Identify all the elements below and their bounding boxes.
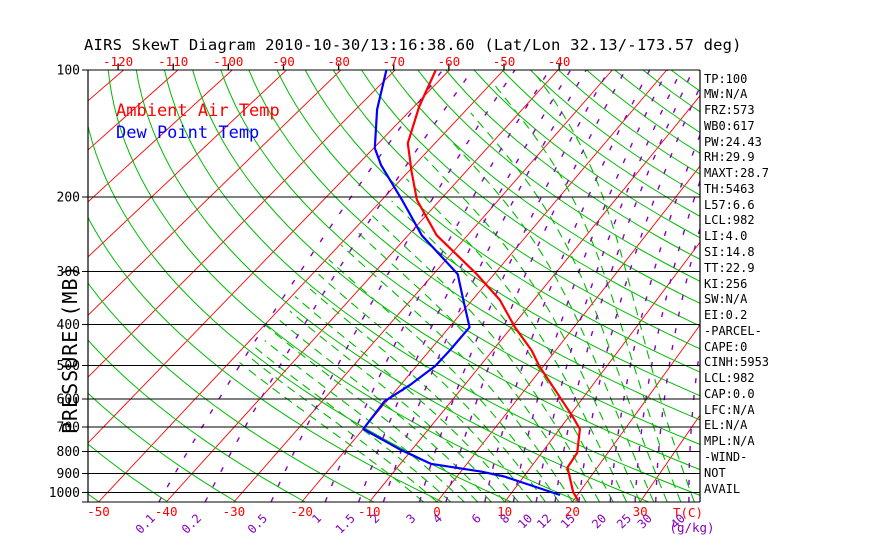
pressure-tick-label: 500: [57, 359, 80, 374]
stats-line: WB0:617: [704, 118, 755, 133]
mixing-ratio-tick-label: 6: [469, 511, 484, 526]
mixing-ratio-tick-label: 0.5: [245, 511, 270, 536]
temp-tick-label-top: -110: [158, 54, 188, 69]
stats-line: AVAIL: [704, 481, 741, 496]
temp-tick-label-top: -80: [327, 54, 350, 69]
temp-axis-unit-label: T(C): [673, 505, 703, 520]
sounding-curves: [362, 70, 582, 501]
temp-tick-label-bottom: -50: [87, 504, 110, 519]
stats-line: LCL:982: [704, 371, 755, 386]
temp-tick-label-bottom: 0: [433, 504, 441, 519]
mixing-ratio-unit-label: (g/kg): [669, 520, 714, 535]
temp-tick-label-top: -120: [103, 54, 133, 69]
stats-line: LFC:N/A: [704, 402, 755, 417]
mixing-ratio-tick-label: 1: [309, 511, 324, 526]
temp-tick-label-bottom: 30: [633, 504, 648, 519]
stats-line: -WIND-: [704, 449, 748, 464]
stats-line: MW:N/A: [704, 87, 748, 102]
legend-dew-point-temp: Dew Point Temp: [116, 123, 260, 143]
mixing-ratio-tick-label: 10: [515, 511, 535, 531]
stats-line: FRZ:573: [704, 103, 755, 118]
temp-tick-label-top: -50: [493, 54, 516, 69]
pressure-tick-label: 1000: [49, 486, 80, 501]
stats-line: CAPE:0: [704, 339, 748, 354]
pressure-tick-label: 800: [57, 445, 80, 460]
stats-line: LI:4.0: [704, 229, 748, 244]
stats-line: CAP:0.0: [704, 386, 755, 401]
stats-line: SI:14.8: [704, 244, 755, 259]
temp-tick-label-bottom: 20: [565, 504, 580, 519]
legend-ambient-air-temp: Ambient Air Temp: [116, 101, 280, 121]
isotherm-lines: [88, 70, 700, 502]
temp-tick-label-top: -40: [548, 54, 571, 69]
stats-line: TP:100: [704, 71, 748, 86]
temp-tick-label-top: -90: [272, 54, 295, 69]
mixing-ratio-tick-label: 25: [614, 511, 634, 531]
stats-line: KI:256: [704, 276, 748, 291]
stats-line: TT:22.9: [704, 260, 755, 275]
stats-line: -PARCEL-: [704, 323, 762, 338]
pressure-tick-label: 400: [57, 318, 80, 333]
stats-line: NOT: [704, 465, 726, 480]
temp-tick-label-top: -70: [382, 54, 405, 69]
mixing-ratio-tick-label: 0.2: [179, 511, 204, 536]
pressure-tick-label: 700: [57, 421, 80, 436]
mixing-ratio-tick-label: 3: [404, 511, 419, 526]
pressure-tick-label: 600: [57, 392, 80, 407]
temp-tick-label-top: -60: [438, 54, 461, 69]
temp-tick-label-top: -100: [213, 54, 243, 69]
mixing-ratio-tick-label: 12: [534, 511, 554, 531]
mixing-ratio-tick-label: 1.5: [333, 511, 358, 536]
stats-line: L57:6.6: [704, 197, 755, 212]
temp-tick-label-bottom: 10: [497, 504, 512, 519]
dew-point-curve: [362, 70, 561, 497]
stats-line: TH:5463: [704, 181, 755, 196]
stats-line: PW:24.43: [704, 134, 762, 149]
stats-line: MPL:N/A: [704, 434, 755, 449]
temp-tick-label-bottom: -30: [223, 504, 246, 519]
pressure-tick-label: 100: [57, 64, 80, 79]
stats-line: EI:0.2: [704, 308, 748, 323]
dry-adiabat-lines: [88, 70, 700, 502]
pressure-tick-label: 900: [57, 467, 80, 482]
stats-line: LCL:982: [704, 213, 755, 228]
stats-line: RH:29.9: [704, 150, 755, 165]
moist-adiabat-lines: [239, 75, 695, 502]
pressure-axis-label: PRESSURE (MB): [58, 264, 82, 434]
chart-title: AIRS SkewT Diagram 2010-10-30/13:16:38.6…: [84, 36, 742, 54]
mixing-ratio-lines: [158, 70, 700, 502]
mixing-ratio-tick-label: 20: [589, 511, 609, 531]
pressure-gridlines: [82, 69, 700, 503]
stats-line: CINH:5953: [704, 355, 770, 370]
temp-tick-label-bottom: -40: [155, 504, 178, 519]
temp-tick-label-bottom: -20: [290, 504, 313, 519]
temp-tick-label-bottom: -10: [358, 504, 381, 519]
pressure-tick-label: 300: [57, 265, 80, 280]
stats-line: SW:N/A: [704, 292, 748, 307]
pressure-tick-label: 200: [57, 191, 80, 206]
top-tick-marks: [117, 63, 560, 70]
stats-line: EL:N/A: [704, 418, 748, 433]
stats-line: MAXT:28.7: [704, 166, 770, 181]
ambient-temp-curve: [406, 70, 582, 501]
plot-border: [87, 70, 701, 502]
